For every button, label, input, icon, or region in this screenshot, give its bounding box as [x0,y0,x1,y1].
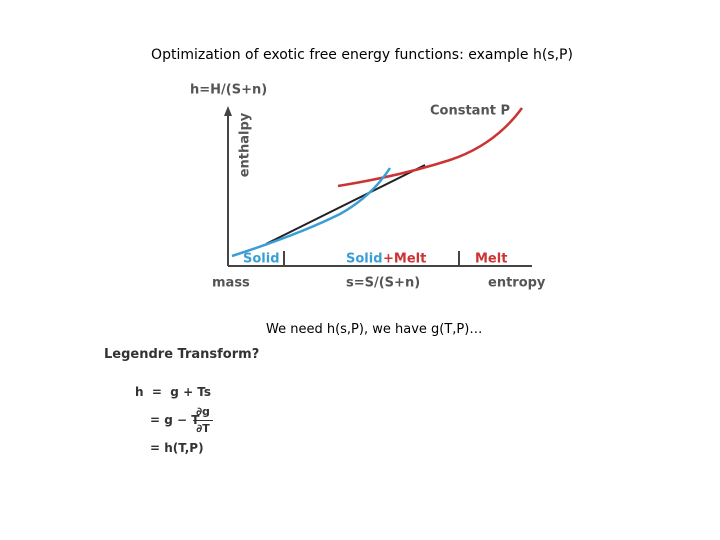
y-arrow [224,106,232,116]
region-label: Melt [475,252,507,267]
y-axis-label: enthalpy [238,112,253,177]
caption: We need h(s,P), we have g(T,P)… [266,322,483,337]
numerator: ∂g [196,405,210,418]
common-tangent [265,164,426,245]
equation: h = g + Ts [135,385,212,399]
curve-label: Constant P [430,104,510,119]
solid-curve [231,167,392,258]
fraction-bar [193,420,213,421]
legendre-title: Legendre Transform? [104,347,260,362]
melt-curve [337,107,524,188]
region-label: Solid [243,252,280,267]
equation: = h(T,P) [150,441,204,455]
denominator: ∂T [196,422,210,435]
slide-title: Optimization of exotic free energy funct… [151,47,573,63]
x-right-label: entropy [488,276,546,291]
y-axis-title: h=H/(S+n) [190,83,267,98]
equation: = g − T [150,413,200,427]
region-label: Solid [346,252,383,267]
x-axis-title: s=S/(S+n) [346,276,420,291]
x-left-label: mass [212,276,250,291]
region-label: +Melt [383,252,426,267]
